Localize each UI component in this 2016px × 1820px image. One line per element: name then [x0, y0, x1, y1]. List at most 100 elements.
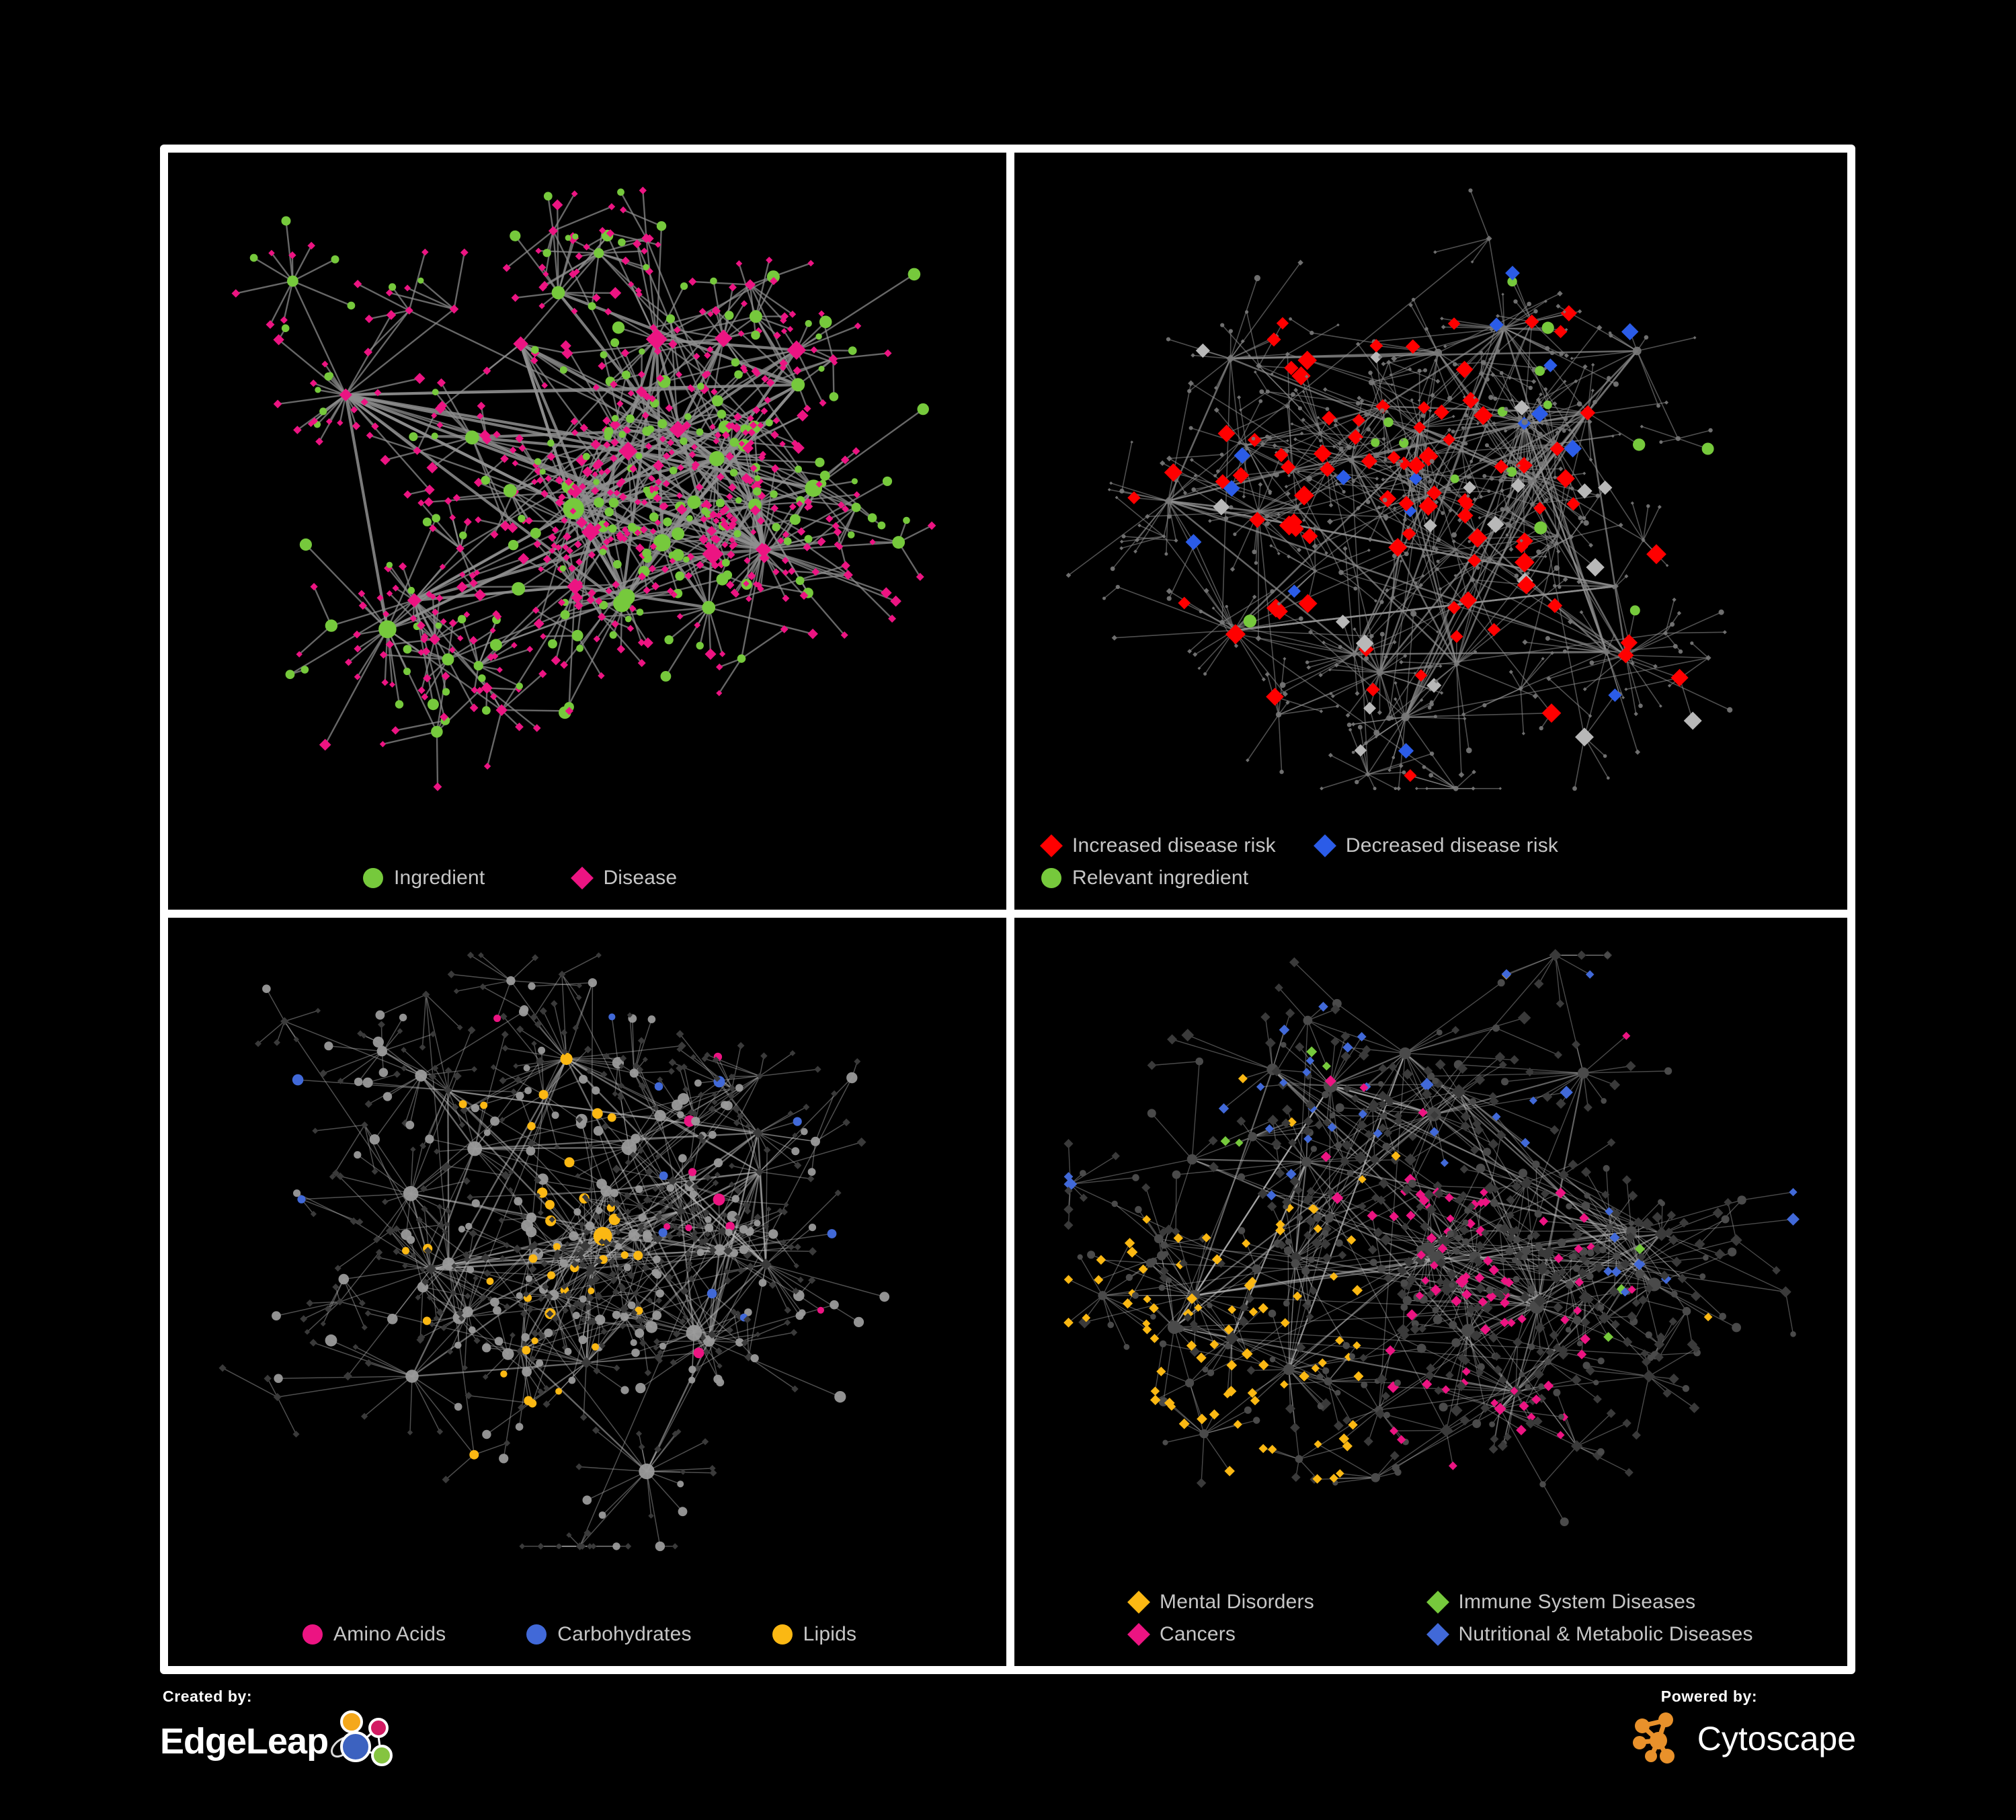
- mental-disorder-node: [1258, 1359, 1269, 1371]
- disease-node: [750, 505, 761, 516]
- disease-node: [532, 724, 541, 732]
- background-disease-node: [419, 1185, 428, 1193]
- disease-node: [649, 543, 657, 551]
- lipid-node: [607, 1113, 616, 1122]
- ingredient-node: [539, 469, 546, 475]
- background-node: [1375, 483, 1379, 487]
- background-ingredient-node: [1160, 1241, 1168, 1249]
- disease-node: [842, 505, 850, 513]
- unclassed-ingredient-node: [631, 1348, 640, 1357]
- background-disease-node: [652, 1185, 659, 1192]
- carbohydrate-node: [654, 1082, 663, 1091]
- background-disease-node: [1570, 1374, 1582, 1386]
- cancer-node: [1580, 1333, 1590, 1345]
- unclassed-ingredient-node: [375, 1010, 385, 1020]
- disease-node: [819, 399, 827, 407]
- cancer-node: [1406, 1309, 1418, 1321]
- cancer-node: [1474, 1273, 1485, 1283]
- background-disease-node: [713, 1075, 721, 1082]
- ingredient-node: [867, 513, 877, 522]
- disease-node: [782, 594, 790, 602]
- background-node: [1607, 776, 1610, 780]
- background-disease-node: [1369, 1154, 1380, 1165]
- cancer-node: [1480, 1197, 1491, 1207]
- background-ingredient-node: [1301, 1267, 1310, 1275]
- background-node: [1338, 645, 1342, 649]
- increased-risk-node: [1549, 441, 1565, 457]
- background-node: [1119, 539, 1124, 544]
- background-disease-node: [704, 1173, 712, 1181]
- disease-node: [637, 639, 645, 647]
- background-disease-node: [529, 1355, 536, 1363]
- ingredient-node: [508, 540, 519, 551]
- unclassed-ingredient-node: [713, 1158, 723, 1168]
- background-disease-node: [579, 1413, 588, 1421]
- ingredient-node: [571, 629, 583, 641]
- ingredient-node: [660, 671, 672, 682]
- background-disease-node: [1724, 1198, 1732, 1207]
- background-node: [1166, 596, 1172, 601]
- increased-risk-node: [1178, 596, 1191, 610]
- background-disease-node: [600, 1328, 608, 1335]
- background-node: [1319, 444, 1323, 448]
- disease-node: [592, 471, 598, 477]
- disease-node: [755, 543, 769, 557]
- background-node: [1211, 606, 1215, 610]
- background-disease-node: [481, 1253, 490, 1263]
- background-node: [1634, 711, 1638, 717]
- background-node: [1658, 704, 1662, 708]
- background-node: [1373, 452, 1379, 459]
- background-disease-node: [623, 1191, 631, 1200]
- background-disease-node: [419, 1142, 426, 1149]
- background-ingredient-node: [1513, 1236, 1521, 1244]
- background-disease-node: [698, 1238, 706, 1246]
- background-disease-node: [361, 1324, 368, 1331]
- mental-disorder-node: [1338, 1433, 1350, 1444]
- disease-node: [843, 569, 853, 580]
- background-node: [1509, 450, 1513, 453]
- disease-node: [586, 522, 594, 530]
- disease-node: [732, 590, 740, 598]
- ingredient-node: [490, 639, 502, 651]
- background-disease-node: [744, 1353, 753, 1361]
- disease-node: [738, 440, 745, 447]
- background-disease-node: [1389, 1451, 1400, 1461]
- ingredient-node: [618, 238, 626, 247]
- background-disease-node: [688, 1275, 695, 1283]
- background-disease-node: [580, 1317, 587, 1323]
- background-node: [1463, 412, 1467, 417]
- metabolic-disease-node: [1063, 1172, 1074, 1181]
- background-node: [1438, 587, 1443, 591]
- background-disease-node: [610, 1278, 616, 1285]
- disease-node: [649, 395, 656, 403]
- background-node: [1541, 462, 1547, 467]
- background-disease-node: [344, 1372, 352, 1381]
- background-disease-node: [616, 1265, 622, 1271]
- background-disease-node: [686, 1179, 693, 1187]
- background-disease-node: [808, 1276, 816, 1284]
- background-disease-node: [641, 1263, 650, 1272]
- background-ingredient-node: [1080, 1170, 1086, 1177]
- cancer-node: [1501, 1290, 1510, 1300]
- background-disease-node: [1519, 1292, 1531, 1303]
- disease-node: [704, 648, 717, 660]
- disease-node: [296, 651, 303, 658]
- background-disease-node: [541, 1283, 549, 1291]
- background-disease-node: [712, 1179, 719, 1187]
- cancer-node: [1507, 1318, 1516, 1327]
- disease-node: [633, 239, 642, 249]
- background-disease-node: [814, 1066, 821, 1073]
- unclassed-ingredient-node: [808, 1224, 817, 1232]
- ingredient-node: [851, 478, 858, 485]
- unclassed-ingredient-node: [853, 1316, 864, 1327]
- mental-disorder-node: [1063, 1317, 1074, 1328]
- background-node: [1441, 496, 1445, 500]
- background-node: [1453, 661, 1460, 668]
- background-node: [1404, 551, 1409, 557]
- disease-node: [713, 438, 720, 445]
- disease-node: [647, 485, 656, 494]
- background-disease-node: [1689, 1402, 1700, 1413]
- disease-node: [726, 493, 733, 500]
- background-disease-node: [1552, 1302, 1564, 1313]
- background-disease-node: [558, 970, 566, 978]
